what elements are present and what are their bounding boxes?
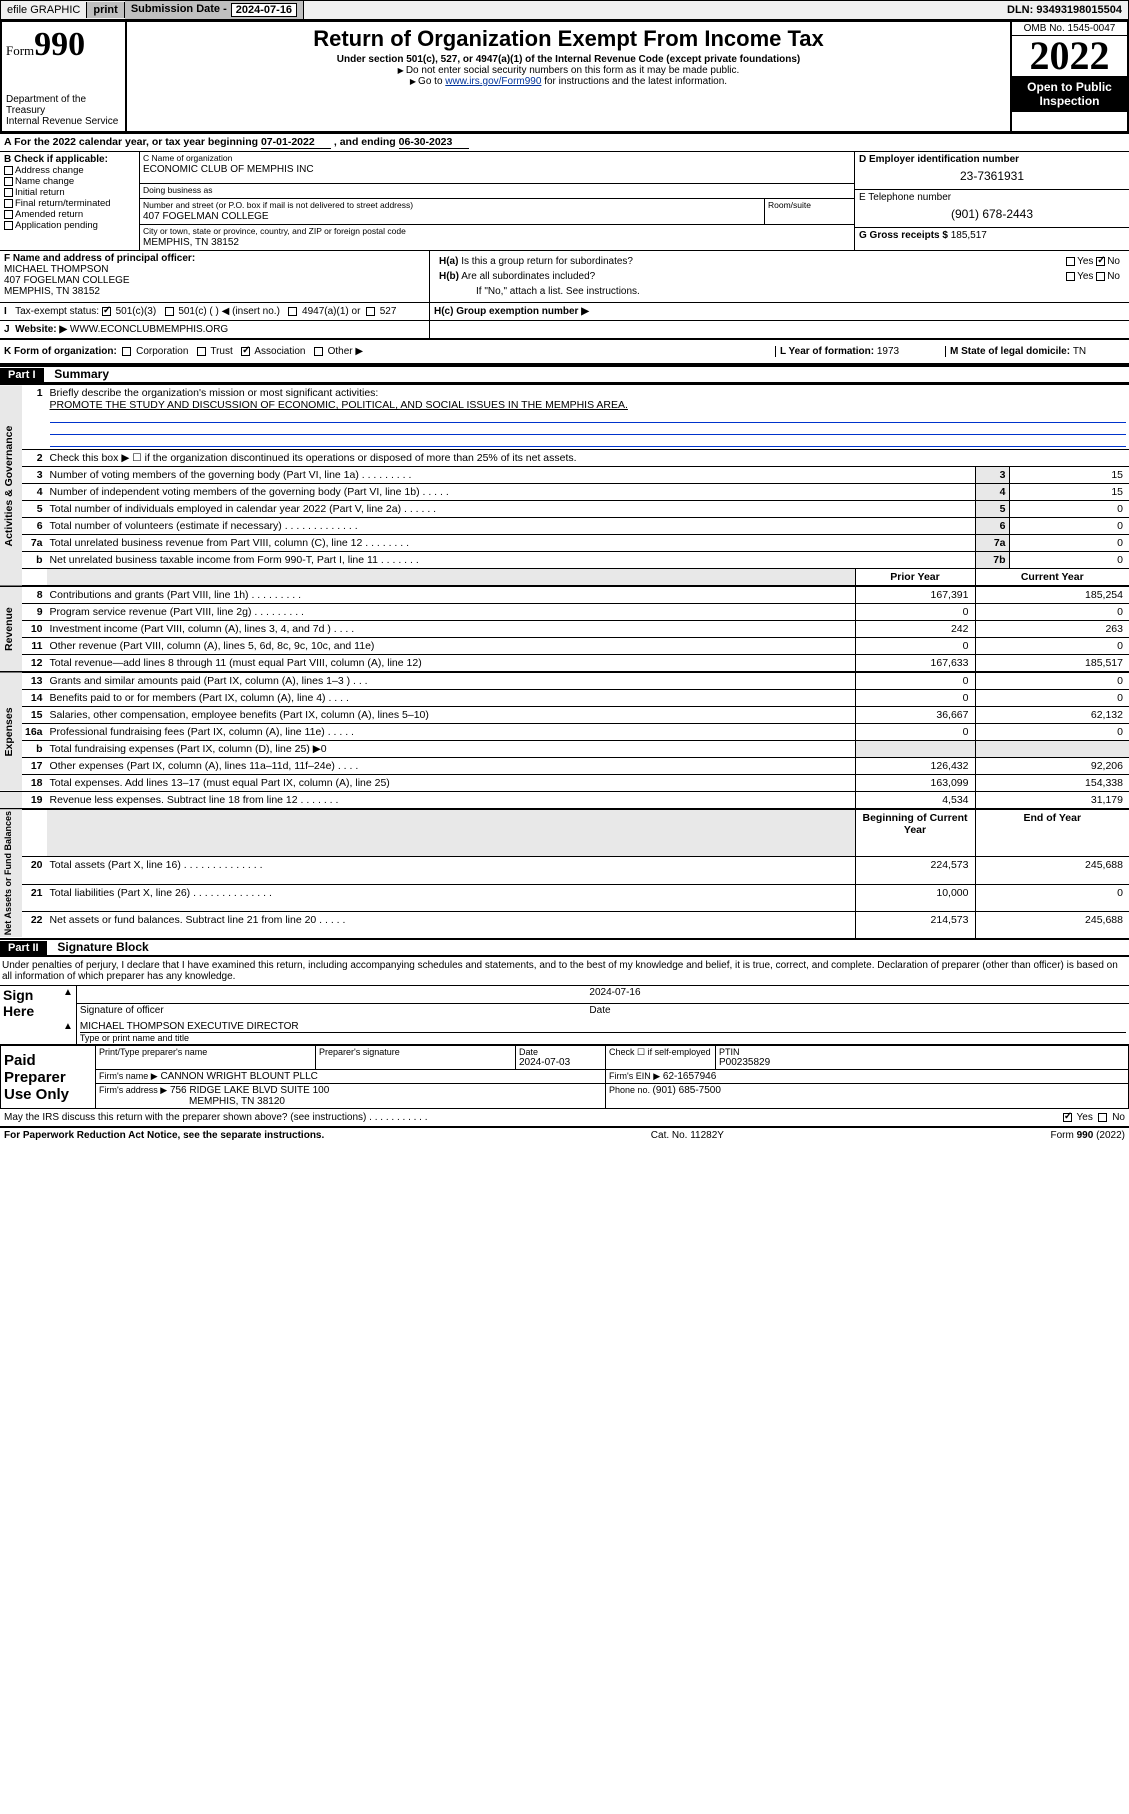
state-domicile: TN	[1073, 346, 1086, 357]
subtitle-1: Under section 501(c), 527, or 4947(a)(1)…	[131, 54, 1006, 65]
org-name: ECONOMIC CLUB OF MEMPHIS INC	[140, 164, 854, 177]
side-expenses: Expenses	[0, 672, 22, 792]
page-footer: For Paperwork Reduction Act Notice, see …	[0, 1126, 1129, 1143]
sign-here-block: Sign Here ▲ 2024-07-16 Signature of offi…	[0, 986, 1129, 1045]
tax-year-line: A For the 2022 calendar year, or tax yea…	[0, 133, 1129, 152]
part-1-header: Part I	[0, 368, 44, 382]
city: MEMPHIS, TN 38152	[140, 237, 854, 250]
paid-preparer-block: Paid Preparer Use Only Print/Type prepar…	[0, 1045, 1129, 1109]
public-inspection: Open to Public Inspection	[1012, 76, 1127, 112]
irs-label: Internal Revenue Service	[6, 116, 121, 127]
irs-discuss: May the IRS discuss this return with the…	[4, 1112, 1063, 1123]
ein: 23-7361931	[859, 165, 1125, 187]
irs-link[interactable]: www.irs.gov/Form990	[445, 76, 541, 87]
form-header: Form990 Department of the Treasury Inter…	[0, 20, 1129, 133]
dln: DLN: 93493198015504	[1001, 2, 1128, 18]
gross-label: G Gross receipts $	[859, 230, 951, 241]
section-c: C Name of organization ECONOMIC CLUB OF …	[140, 152, 854, 250]
top-bar: efile GRAPHIC print Submission Date - 20…	[0, 0, 1129, 20]
firm-name: CANNON WRIGHT BLOUNT PLLC	[160, 1071, 317, 1082]
year-formation: 1973	[877, 346, 899, 357]
submission-date-wrap: Submission Date - 2024-07-16	[125, 1, 304, 19]
officer-sig-name: MICHAEL THOMPSON EXECUTIVE DIRECTOR	[80, 1021, 1126, 1033]
ptin: P00235829	[719, 1057, 1125, 1068]
street: 407 FOGELMAN COLLEGE	[140, 211, 764, 224]
website: WWW.ECONCLUBMEMPHIS.ORG	[70, 324, 228, 335]
print-button[interactable]: print	[87, 2, 124, 18]
phone-label: E Telephone number	[859, 192, 1125, 203]
sig-date: 2024-07-16	[589, 987, 1126, 998]
subtitle-2: Do not enter social security numbers on …	[131, 65, 1006, 76]
firm-phone: (901) 685-7500	[653, 1085, 721, 1096]
phone: (901) 678-2443	[859, 203, 1125, 225]
part-2-header: Part II	[0, 941, 47, 955]
penalties-text: Under penalties of perjury, I declare th…	[0, 957, 1129, 986]
tax-year: 2022	[1012, 36, 1127, 76]
group-exemption: H(c) Group exemption number ▶	[434, 306, 589, 317]
mission-text: PROMOTE THE STUDY AND DISCUSSION OF ECON…	[50, 399, 628, 411]
subtitle-3: Go to www.irs.gov/Form990 for instructio…	[131, 76, 1006, 87]
efile-label: efile GRAPHIC	[1, 2, 87, 18]
dept-label: Department of the Treasury	[6, 94, 121, 116]
submission-date: 2024-07-16	[231, 3, 297, 17]
section-b: B Check if applicable: Address change Na…	[0, 152, 140, 250]
firm-addr: 756 RIDGE LAKE BLVD SUITE 100	[170, 1085, 329, 1096]
gross-receipts: 185,517	[951, 230, 987, 241]
side-netassets: Net Assets or Fund Balances	[0, 809, 22, 938]
summary-table: Activities & Governance 1 Briefly descri…	[0, 384, 1129, 938]
form-number: Form990	[6, 26, 121, 64]
side-revenue: Revenue	[0, 586, 22, 672]
ein-label: D Employer identification number	[859, 154, 1125, 165]
side-activities: Activities & Governance	[0, 385, 22, 587]
submission-label: Submission Date -	[131, 3, 227, 17]
prep-date: 2024-07-03	[519, 1057, 602, 1068]
officer-name: MICHAEL THOMPSON	[4, 264, 425, 275]
firm-ein: 62-1657946	[663, 1071, 716, 1082]
cat-no: Cat. No. 11282Y	[651, 1130, 724, 1141]
form-title: Return of Organization Exempt From Incom…	[131, 26, 1006, 52]
